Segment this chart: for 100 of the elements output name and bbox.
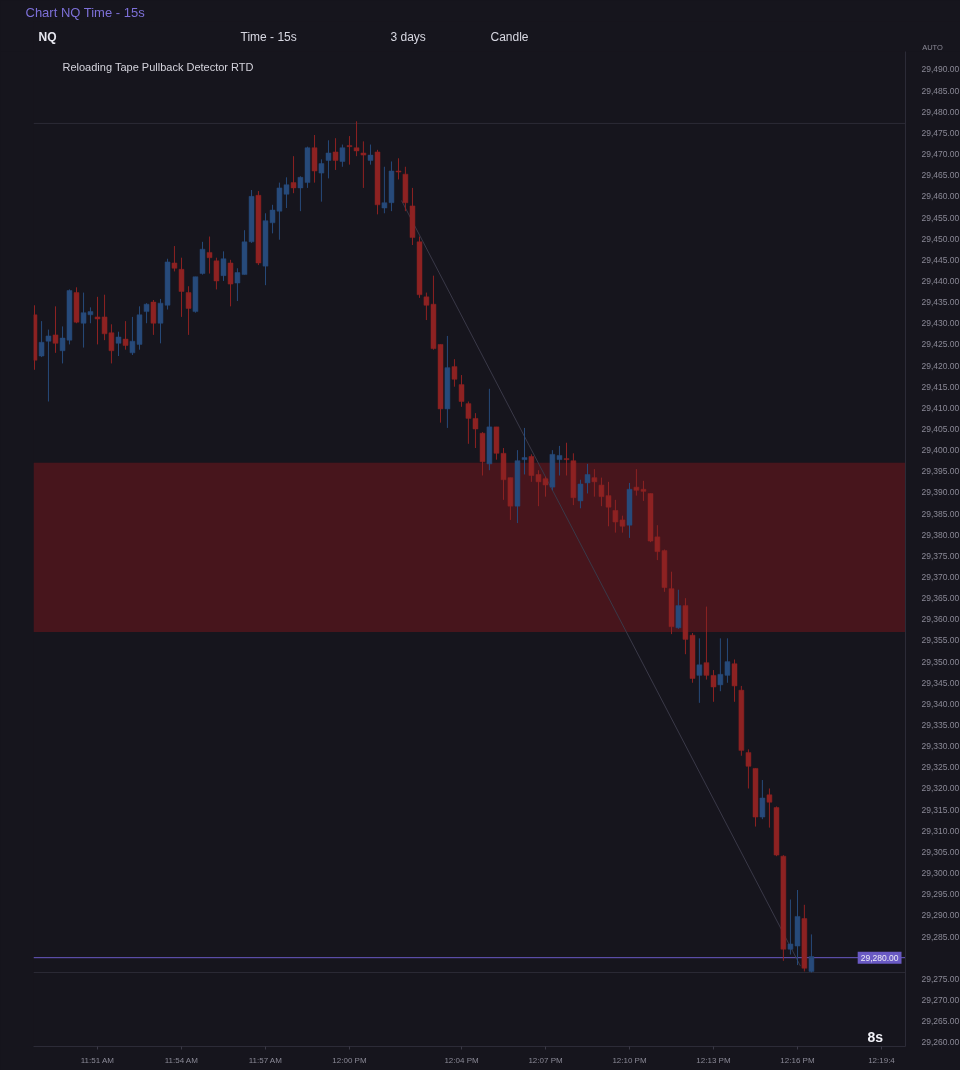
text: NQ xyxy=(38,29,57,44)
text: Candle xyxy=(490,29,529,44)
y-tick-label: 29,430.00 xyxy=(921,318,960,329)
y-tick-label: 29,465.00 xyxy=(921,170,960,181)
y-tick-label: 29,475.00 xyxy=(921,127,960,138)
candlestick xyxy=(213,257,220,290)
x-tick-label: 11:51 AM xyxy=(80,1055,115,1065)
candlestick xyxy=(591,468,598,498)
candlestick xyxy=(521,427,528,475)
candlestick xyxy=(745,748,752,789)
candlestick xyxy=(675,589,682,630)
candlestick xyxy=(353,120,360,157)
candlestick xyxy=(563,442,570,477)
candlestick xyxy=(206,236,213,275)
y-tick-label: 29,370.00 xyxy=(921,572,960,583)
y-tick-label: 29,345.00 xyxy=(921,677,960,688)
y-tick-label: 29,295.00 xyxy=(921,889,960,900)
y-tick-label: 29,390.00 xyxy=(921,487,960,498)
y-tick-label: 29,265.00 xyxy=(921,1016,960,1027)
candlestick xyxy=(220,250,227,282)
candlestick xyxy=(395,157,402,180)
candlestick xyxy=(346,135,353,166)
candlestick xyxy=(178,257,185,318)
x-tick-label: 11:54 AM xyxy=(164,1055,199,1065)
y-tick-label: 29,275.00 xyxy=(921,973,960,984)
y-tick-label: 29,450.00 xyxy=(921,233,960,244)
text: 3 days xyxy=(390,29,426,44)
y-tick-label: 29,460.00 xyxy=(921,191,960,202)
x-tick-label: 12:00 PM xyxy=(332,1055,367,1065)
y-tick-label: 29,305.00 xyxy=(921,846,960,857)
y-tick-label: 29,405.00 xyxy=(921,423,960,434)
chart-title: Chart NQ Time - 15s xyxy=(25,4,146,20)
y-tick-label: 29,375.00 xyxy=(921,550,960,561)
x-tick-label: 12:04 PM xyxy=(444,1055,479,1065)
candlestick xyxy=(290,155,297,194)
y-tick-label: 29,315.00 xyxy=(921,804,960,815)
y-tick-label: 29,285.00 xyxy=(921,931,960,942)
y-tick-label: 29,420.00 xyxy=(921,360,960,371)
y-tick-label: 29,355.00 xyxy=(921,635,960,646)
ref-line-label: 29,280.00 xyxy=(860,952,899,963)
x-tick-label: 12:07 PM xyxy=(528,1055,563,1065)
y-tick-label: 29,310.00 xyxy=(921,825,960,836)
y-tick-label: 29,395.00 xyxy=(921,466,960,477)
y-tick-label: 29,490.00 xyxy=(921,64,960,75)
candlestick xyxy=(171,245,178,272)
y-tick-label: 29,415.00 xyxy=(921,381,960,392)
y-tick-label: 29,335.00 xyxy=(921,720,960,731)
candlestick xyxy=(584,463,591,494)
annotation: 8s xyxy=(867,1028,884,1045)
candlestick xyxy=(38,320,45,358)
y-tick-label: 29,300.00 xyxy=(921,868,960,879)
candlestick xyxy=(325,139,332,179)
candlestick xyxy=(577,479,584,509)
y-tick-label: 29,325.00 xyxy=(921,762,960,773)
text: Time - 15s xyxy=(240,29,297,44)
candlestick xyxy=(311,134,318,184)
candlestick xyxy=(731,659,738,703)
y-tick-label: 29,470.00 xyxy=(921,149,960,160)
y-tick-label: 29,380.00 xyxy=(921,529,960,540)
y-tick-label: 29,480.00 xyxy=(921,106,960,117)
candlestick xyxy=(143,302,150,324)
candlestick xyxy=(332,137,339,171)
y-tick-label: 29,385.00 xyxy=(921,508,960,519)
x-tick-label: 11:57 AM xyxy=(248,1055,283,1065)
candlestick xyxy=(458,374,465,408)
candlestick xyxy=(339,144,346,168)
y-tick-label: 29,425.00 xyxy=(921,339,960,350)
candlestick xyxy=(185,285,192,336)
candlestick xyxy=(766,788,773,829)
candlestick xyxy=(318,158,325,203)
y-tick-label: 29,270.00 xyxy=(921,994,960,1005)
candlestick xyxy=(122,320,129,351)
x-tick-label: 12:19:4 xyxy=(868,1055,896,1065)
x-tick-label: 12:16 PM xyxy=(780,1055,815,1065)
y-tick-label: 29,340.00 xyxy=(921,698,960,709)
y-tick-label: 29,485.00 xyxy=(921,85,960,96)
y-tick-label: 29,440.00 xyxy=(921,275,960,286)
y-tick-label: 29,455.00 xyxy=(921,212,960,223)
y-tick-label: 29,400.00 xyxy=(921,445,960,456)
y-tick-label: 29,260.00 xyxy=(921,1037,960,1048)
y-tick-label: 29,410.00 xyxy=(921,402,960,413)
candlestick xyxy=(45,329,52,402)
y-tick-label: 29,350.00 xyxy=(921,656,960,667)
candlestick xyxy=(360,140,367,189)
candlestick xyxy=(696,637,703,704)
y-tick-label: 29,290.00 xyxy=(921,910,960,921)
y-tick-label: 29,320.00 xyxy=(921,783,960,794)
x-tick-label: 12:10 PM xyxy=(612,1055,647,1065)
candlestick xyxy=(52,305,59,354)
candlestick xyxy=(451,358,458,388)
candlestick xyxy=(808,933,815,973)
candlestick xyxy=(227,259,234,307)
y-tick-label: 29,330.00 xyxy=(921,741,960,752)
candlestick xyxy=(759,779,766,820)
candlestick xyxy=(367,144,374,166)
y-tick-label: 29,445.00 xyxy=(921,254,960,265)
candlestick xyxy=(150,299,157,336)
x-tick-label: 12:13 PM xyxy=(696,1055,731,1065)
candlestick xyxy=(115,331,122,357)
text: Reloading Tape Pullback Detector RTD xyxy=(62,60,254,73)
